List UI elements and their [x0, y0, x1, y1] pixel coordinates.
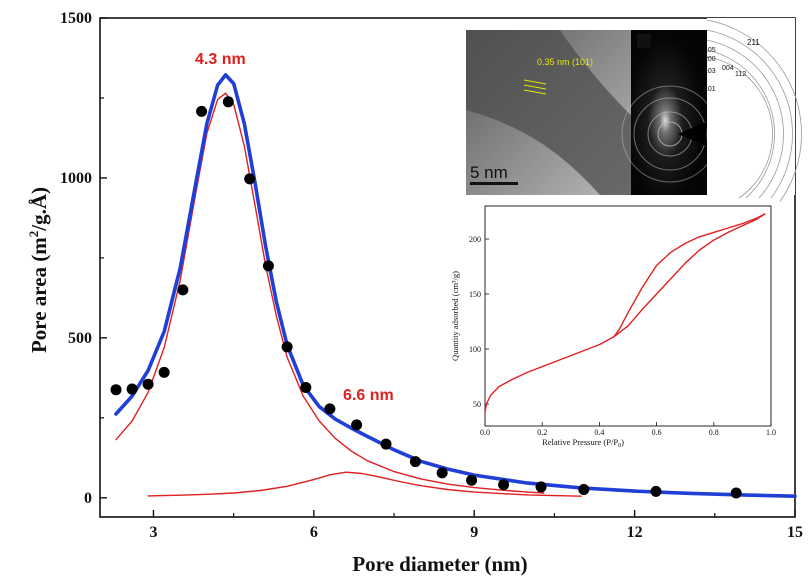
x-tick-label: 15	[787, 524, 803, 541]
y-tick-label: 0	[84, 490, 92, 507]
scale-bar	[470, 182, 518, 185]
data-point	[177, 284, 189, 296]
ring-label-103: 103	[704, 68, 716, 75]
isotherm-x-tick-label: 1.0	[766, 428, 776, 437]
y-axis-title: Pore area (m2/g.Å)	[26, 187, 51, 353]
ring-label-004: 004	[722, 65, 734, 72]
isotherm-frame	[484, 205, 772, 427]
isotherm-y-tick-label: 50	[473, 400, 481, 409]
data-point	[466, 474, 478, 486]
ring-label-211: 211	[747, 38, 760, 47]
isotherm-curves	[484, 213, 766, 413]
isotherm-x-title-main: Relative Pressure (P/P	[542, 437, 618, 447]
ring-label-101: 101	[704, 86, 716, 93]
data-point	[650, 485, 662, 497]
isotherm-background	[440, 198, 780, 453]
beam-stop	[678, 122, 706, 146]
ring-label-112: 112	[735, 71, 746, 78]
data-point	[409, 456, 421, 468]
desorption-branch	[613, 213, 766, 338]
isotherm-y-tick-label: 150	[469, 290, 481, 299]
data-points	[110, 96, 742, 499]
data-point	[300, 381, 312, 393]
x-tick-label: 6	[310, 524, 318, 541]
y-tick-label: 500	[68, 330, 92, 347]
data-point	[498, 479, 510, 491]
data-point	[436, 467, 448, 479]
data-point	[281, 341, 293, 353]
isotherm-x-title-end: )	[621, 437, 624, 447]
tem-inset: 0.35 nm (101) 5 nm 211 105 200 004 103 1…	[466, 18, 802, 249]
y-axis-title-sup: 2	[26, 231, 41, 238]
peak-curves	[115, 92, 582, 497]
x-tick-label: 9	[470, 524, 478, 541]
data-point	[244, 173, 256, 185]
peak-curve-line	[115, 92, 545, 494]
isotherm-y-tick-label: 100	[469, 345, 481, 354]
ring-label-105: 105	[704, 47, 716, 54]
x-tick-label: 12	[627, 524, 643, 541]
isotherm-x-tick-label: 0.2	[537, 428, 547, 437]
data-point	[110, 384, 122, 396]
x-tick-labels: 3 6 9 12 15	[149, 524, 803, 541]
isotherm-y-tick-labels: 50 100 150 200	[469, 235, 481, 409]
y-tick-label: 1500	[60, 10, 92, 27]
data-point	[196, 105, 208, 117]
saed-index-panel	[707, 18, 795, 195]
lattice-label: 0.35 nm (101)	[537, 57, 593, 67]
data-point	[324, 403, 336, 415]
data-point	[158, 366, 170, 378]
axis-ticks	[100, 17, 796, 517]
isotherm-y-tick-label: 200	[469, 235, 481, 244]
isotherm-x-title: Relative Pressure (P/P0)	[542, 437, 624, 449]
y-tick-label: 1000	[60, 170, 92, 187]
isotherm-x-title-sub: 0	[618, 443, 621, 449]
data-point	[578, 483, 590, 495]
data-point	[535, 481, 547, 493]
x-tick-label: 3	[149, 524, 157, 541]
isotherm-x-tick-label: 0.4	[594, 428, 604, 437]
isotherm-x-tick-label: 0.0	[480, 428, 490, 437]
peak-label-6-6: 6.6 nm	[343, 387, 394, 404]
data-point	[351, 419, 363, 431]
saed-corner-block	[637, 34, 651, 48]
data-point	[222, 96, 234, 108]
isotherm-y-title: Quantity adsorbed (cm³/g)	[450, 271, 460, 361]
isotherm-x-tick-labels: 0.0 0.2 0.4 0.6 0.8 1.0	[480, 428, 776, 437]
isotherm-x-tick-label: 0.6	[652, 428, 662, 437]
data-point	[142, 378, 154, 390]
data-point	[380, 438, 392, 450]
data-point	[262, 260, 274, 272]
isotherm-x-tick-label: 0.8	[709, 428, 719, 437]
plot-frame	[99, 17, 796, 518]
y-axis-title-rest: /g.Å)	[27, 187, 51, 232]
peak-curve-line	[147, 471, 582, 497]
y-axis-title-main: Pore area (m	[27, 237, 51, 353]
tem-particle-region	[466, 30, 631, 195]
lattice-fringes	[523, 79, 547, 95]
data-point	[730, 487, 742, 499]
scale-bar-label: 5 nm	[470, 163, 508, 182]
peak-label-4-3: 4.3 nm	[195, 51, 246, 68]
x-axis-title: Pore diameter (nm)	[352, 552, 527, 576]
y-tick-labels: 0 500 1000 1500	[60, 10, 92, 507]
isotherm-inset: 0.0 0.2 0.4 0.6 0.8 1.0 50 100 150 200 Relative …	[440, 198, 780, 453]
data-point	[126, 383, 138, 395]
ring-label-200: 200	[704, 56, 716, 63]
